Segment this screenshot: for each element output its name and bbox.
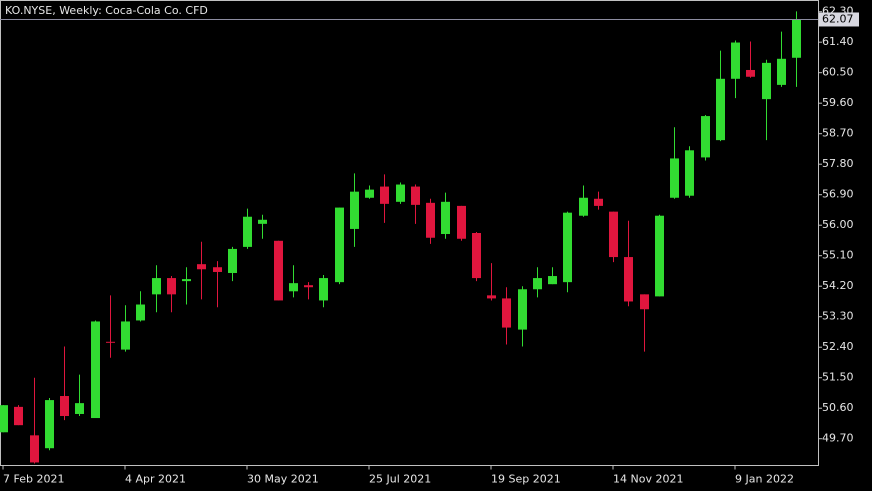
- candle-body: [197, 264, 206, 270]
- y-tick-label: 61.40: [822, 35, 854, 48]
- candle-body: [182, 279, 191, 282]
- candle-body: [304, 285, 313, 288]
- candle-body: [777, 58, 786, 85]
- candle-body: [731, 42, 740, 79]
- candle-body: [365, 189, 374, 198]
- candle-body: [350, 191, 359, 229]
- chart-title: KO.NYSE, Weekly: Coca-Cola Co. CFD: [5, 4, 208, 17]
- candle-body: [91, 321, 100, 419]
- x-tick-label: 4 Apr 2021: [125, 473, 186, 486]
- y-tick-label: 51.50: [822, 371, 854, 384]
- y-tick-label: 55.10: [822, 249, 854, 262]
- candle-body: [746, 69, 755, 77]
- candle-body: [624, 257, 633, 302]
- candle-body: [640, 294, 649, 310]
- candle-body: [243, 216, 252, 247]
- candle-body: [335, 207, 344, 283]
- x-tick-label: 30 May 2021: [247, 473, 319, 486]
- candle-body: [258, 219, 267, 224]
- y-tick-label: 60.50: [822, 66, 854, 79]
- candle-body: [594, 198, 603, 206]
- candle-body: [670, 158, 679, 198]
- candle-body: [472, 233, 481, 279]
- candle-body: [502, 298, 511, 328]
- candle-body: [213, 267, 222, 272]
- y-tick-label: 56.90: [822, 188, 854, 201]
- candle-body: [14, 406, 23, 426]
- candle-body: [152, 278, 161, 295]
- candle-body: [563, 212, 572, 283]
- candle-body: [426, 202, 435, 238]
- x-tick-label: 9 Jan 2022: [735, 473, 794, 486]
- candle-body: [487, 295, 496, 299]
- candle-body: [411, 186, 420, 205]
- candle-body: [701, 116, 710, 158]
- y-tick-label: 53.30: [822, 310, 854, 323]
- x-tick-label: 14 Nov 2021: [613, 473, 683, 486]
- candle-body: [106, 341, 115, 343]
- x-tick-label: 7 Feb 2021: [3, 473, 64, 486]
- candle-body: [60, 396, 69, 417]
- y-tick-label: 52.40: [822, 340, 854, 353]
- candle-body: [167, 278, 176, 295]
- y-tick-label: 56.00: [822, 218, 854, 231]
- candle-body: [0, 405, 8, 433]
- candle-body: [457, 205, 466, 239]
- y-tick-label: 59.60: [822, 96, 854, 109]
- candle-body: [579, 197, 588, 216]
- candle-body: [121, 321, 130, 350]
- y-tick-label: 54.20: [822, 279, 854, 292]
- x-tick-label: 19 Sep 2021: [491, 473, 561, 486]
- candle-body: [685, 150, 694, 196]
- y-tick-label: 57.80: [822, 157, 854, 170]
- candle-body: [289, 283, 298, 292]
- price-label-box: [819, 12, 859, 27]
- candle-body: [655, 215, 664, 297]
- candle-body: [45, 400, 54, 449]
- candle-body: [518, 289, 527, 330]
- candle-body: [274, 240, 283, 301]
- candle-body: [228, 248, 237, 273]
- candle-body: [380, 186, 389, 204]
- price-label: 62.07: [822, 12, 854, 25]
- candle-body: [441, 201, 450, 235]
- candle-body: [30, 435, 39, 463]
- y-tick-label: 50.60: [822, 401, 854, 414]
- candle-body: [762, 62, 771, 100]
- candle-body: [396, 184, 405, 202]
- x-tick-label: 25 Jul 2021: [369, 473, 431, 486]
- candle-body: [319, 278, 328, 301]
- candle-body: [75, 403, 84, 414]
- y-tick-label: 58.70: [822, 127, 854, 140]
- candle-body: [548, 276, 557, 285]
- candle-body: [716, 78, 725, 141]
- candle-body: [792, 19, 801, 58]
- plot-frame: [0, 0, 819, 466]
- candle-body: [533, 278, 542, 290]
- y-tick-label: 49.70: [822, 432, 854, 445]
- candle-body: [609, 211, 618, 258]
- candle-body: [136, 304, 145, 321]
